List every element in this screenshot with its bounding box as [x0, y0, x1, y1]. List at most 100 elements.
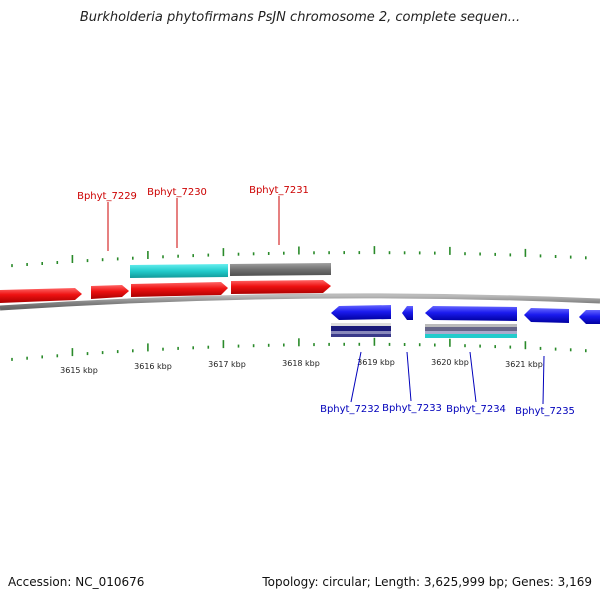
outer-ring-tick: [539, 254, 542, 258]
inner-ring-tick: [11, 357, 13, 361]
inner-ring-tick: [298, 338, 300, 347]
inner-ring-tick: [71, 348, 74, 357]
gene-arrow-forward-4[interactable]: [231, 280, 331, 294]
outer-ring-tick: [524, 248, 527, 257]
outer-ring-tick: [177, 254, 179, 258]
outer-ring-tick: [373, 246, 376, 255]
inner-ring-tick: [343, 342, 345, 346]
inner-ring-tick: [283, 343, 285, 347]
scale-label: 3617 kbp: [208, 360, 246, 369]
inner-ring-tick: [539, 346, 542, 350]
genome-summary: Topology: circular; Length: 3,625,999 bp…: [262, 575, 592, 589]
gene-arrow-forward-2[interactable]: [91, 285, 129, 299]
outer-ring-tick: [403, 251, 406, 255]
outer-ring-tick: [101, 258, 104, 262]
scale-label: 3620 kbp: [431, 358, 469, 367]
outer-ring-tick: [313, 251, 315, 255]
gene-arrow-reverse-5[interactable]: [579, 310, 600, 324]
outer-ring-tick: [328, 251, 330, 255]
inner-ring-tick: [569, 348, 572, 352]
outer-ring-tick: [147, 251, 149, 259]
inner-ring-tick: [116, 350, 119, 354]
inner-ring-tick: [418, 343, 421, 347]
outer-ring-tick: [222, 248, 225, 257]
inner-ring-tick: [388, 342, 391, 346]
map-title: Burkholderia phytofirmans PsJN chromosom…: [79, 10, 521, 25]
inner-tick-ring: [11, 337, 587, 361]
inner-ring-tick: [237, 344, 240, 348]
outer-ring-tick: [569, 255, 572, 259]
scale-label: 3618 kbp: [282, 359, 320, 368]
scale-label: 3621 kbp: [505, 360, 543, 369]
inner-ring-tick: [147, 343, 149, 352]
inner-ring-tick: [41, 355, 43, 359]
gene-label-reverse[interactable]: Bphyt_7232: [320, 404, 380, 415]
outer-ring-tick: [464, 252, 466, 256]
inner-ring-tick: [162, 347, 164, 351]
outer-ring-tick: [494, 252, 496, 256]
gene-label-forward[interactable]: Bphyt_7229: [77, 191, 137, 202]
inner-ring-tick: [86, 352, 89, 356]
outer-ring-tick: [434, 251, 436, 255]
inner-ring-tick: [434, 343, 436, 347]
inner-ring-tick: [177, 346, 179, 350]
inner-ring-tick: [403, 343, 406, 346]
outer-ring-tick: [388, 251, 391, 255]
outer-ring-tick: [252, 252, 255, 256]
outer-ring-tick: [343, 251, 345, 255]
gene-arrow-reverse-2[interactable]: [402, 306, 413, 320]
gene-leader-line: [350, 351, 362, 403]
outer-ring-tick: [585, 256, 587, 260]
outer-ring-tick: [479, 252, 481, 256]
inner-ring-tick: [192, 346, 194, 350]
outer-tick-ring: [11, 246, 587, 268]
gene-label-forward[interactable]: Bphyt_7230: [147, 187, 207, 198]
accession-label: Accession: NC_010676: [8, 575, 145, 589]
gene-arrow-reverse-3[interactable]: [425, 306, 517, 321]
outer-ring-tick: [267, 252, 270, 255]
gene-labels: Bphyt_7229 Bphyt_7230 Bphyt_7231 Bphyt_7232…: [77, 185, 575, 417]
outer-ring-tick: [298, 246, 300, 255]
gene-leader-line: [406, 351, 412, 402]
gene-arrow-forward-1[interactable]: [0, 288, 82, 303]
outer-ring-tick: [132, 256, 134, 260]
outer-ring-tick: [71, 255, 74, 263]
scale-label: 3616 kbp: [134, 362, 172, 371]
gene-label-reverse[interactable]: Bphyt_7235: [515, 406, 575, 417]
gene-label-forward[interactable]: Bphyt_7231: [249, 185, 309, 196]
inner-ring-tick: [373, 337, 376, 346]
outer-ring-tick: [207, 253, 210, 257]
outer-ring-tick: [554, 255, 557, 258]
inner-ring-tick: [56, 354, 59, 358]
inner-ring-tick: [585, 349, 587, 353]
outer-ring-tick: [162, 255, 164, 259]
inner-ring-tick: [207, 345, 210, 349]
cds-bar-cyan[interactable]: [130, 264, 228, 278]
scale-label: 3619 kbp: [357, 358, 395, 367]
inner-ring-tick: [26, 356, 28, 360]
outer-ring-tick: [283, 251, 285, 255]
inner-ring-tick: [101, 351, 104, 355]
outer-ring-tick: [86, 259, 89, 263]
inner-ring-tick: [494, 345, 496, 349]
gene-leader-line: [542, 355, 545, 405]
outer-ring-tick: [358, 251, 361, 255]
inner-ring-tick: [554, 347, 557, 351]
chromosome-backbone: [0, 293, 600, 311]
cds-bar-striped[interactable]: [425, 324, 517, 338]
cds-bar-navy[interactable]: [331, 323, 391, 337]
gene-label-reverse[interactable]: Bphyt_7234: [446, 404, 506, 415]
cds-bar-gray[interactable]: [230, 263, 331, 276]
gene-arrow-forward-3[interactable]: [131, 282, 228, 297]
gene-label-reverse[interactable]: Bphyt_7233: [382, 403, 442, 414]
inner-ring-tick: [267, 343, 270, 347]
outer-ring-tick: [449, 246, 451, 255]
scale-labels: 3615 kbp 3616 kbp 3617 kbp 3618 kbp 3619 kbp…: [60, 358, 543, 375]
gene-arrow-reverse-4[interactable]: [524, 308, 569, 323]
gene-arrow-reverse-1[interactable]: [331, 305, 391, 320]
inner-ring-tick: [132, 349, 134, 353]
inner-ring-tick: [464, 344, 466, 348]
outer-ring-tick: [26, 263, 28, 266]
outer-ring-tick: [192, 254, 194, 258]
